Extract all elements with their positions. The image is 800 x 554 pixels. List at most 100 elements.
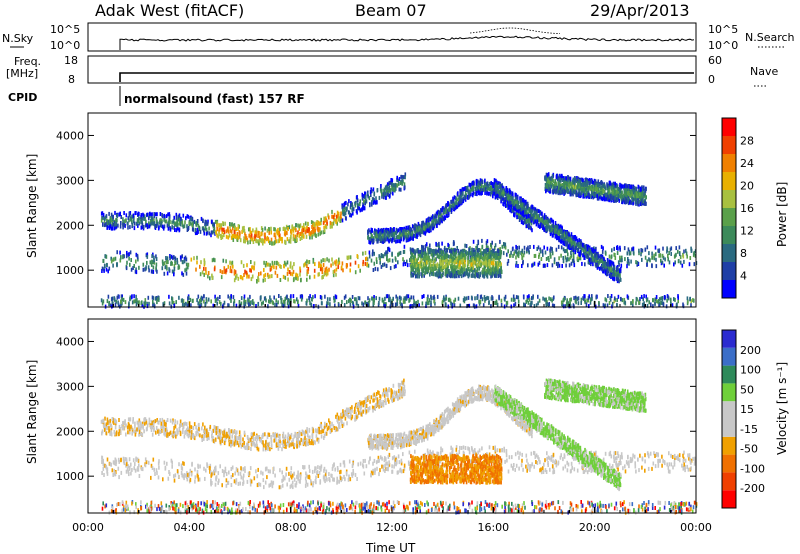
scatter-point — [516, 215, 518, 220]
scatter-point — [658, 248, 660, 253]
scatter-point — [615, 267, 618, 272]
scatter-point — [127, 221, 129, 226]
scatter-point — [632, 250, 635, 255]
scatter-point — [177, 214, 180, 219]
scatter-point — [659, 253, 661, 258]
scatter-point — [312, 222, 315, 227]
scatter-point — [500, 199, 502, 204]
scatter-point — [679, 255, 682, 260]
scatter-point — [329, 220, 332, 225]
scatter-point — [266, 262, 269, 267]
scatter-point — [370, 227, 373, 232]
scatter-point — [429, 227, 432, 232]
scatter-point — [576, 247, 579, 252]
scatter-point — [430, 224, 433, 229]
scatter-point — [246, 263, 248, 268]
scatter-point — [195, 221, 198, 226]
scatter-point — [491, 270, 493, 275]
scatter-point — [351, 208, 353, 213]
scatter-point — [601, 249, 604, 254]
scatter-point — [474, 256, 476, 261]
scatter-point — [510, 204, 513, 209]
scatter-point — [104, 217, 106, 221]
scatter-point — [288, 270, 291, 275]
scatter-point — [430, 248, 432, 253]
scatter-point — [478, 266, 480, 271]
scatter-point — [388, 185, 391, 190]
scatter-point — [126, 260, 128, 265]
scatter-point — [503, 188, 506, 193]
scatter-point — [111, 226, 114, 231]
scatter-point — [506, 189, 509, 194]
scatter-point — [115, 224, 118, 229]
scatter-point — [432, 226, 435, 231]
scatter-point — [359, 268, 361, 273]
scatter-point — [403, 234, 405, 239]
scatter-point — [414, 253, 416, 258]
scatter-point — [509, 253, 512, 258]
scatter-point — [456, 246, 458, 250]
scatter-point — [284, 232, 287, 237]
scatter-point — [459, 257, 461, 262]
scatter-point — [425, 267, 428, 272]
scatter-point — [539, 224, 541, 229]
scatter-point — [204, 225, 207, 230]
scatter-point — [335, 214, 338, 219]
scatter-point — [427, 267, 429, 271]
scatter-point — [201, 226, 204, 231]
scatter-point — [430, 252, 433, 257]
scatter-point — [479, 252, 481, 257]
scatter-point — [177, 226, 179, 231]
scatter-point — [216, 221, 218, 226]
scatter-point — [496, 193, 499, 198]
scatter-point — [435, 211, 438, 216]
scatter-point — [534, 207, 537, 212]
scatter-point — [476, 262, 479, 267]
scatter-point — [153, 221, 156, 226]
scatter-point — [435, 249, 437, 254]
scatter-point — [233, 278, 236, 283]
scatter-point — [249, 236, 252, 241]
scatter-point — [588, 178, 591, 182]
scatter-point — [326, 257, 328, 262]
scatter-point — [463, 194, 466, 199]
scatter-point — [293, 262, 295, 267]
scatter-point — [102, 222, 104, 227]
scatter-point — [233, 234, 235, 238]
scatter-point — [209, 276, 211, 281]
scatter-point — [567, 252, 569, 257]
scatter-point — [129, 225, 131, 230]
scatter-point — [627, 257, 629, 261]
scatter-point — [286, 271, 289, 276]
scatter-point — [472, 273, 474, 278]
scatter-point — [389, 188, 392, 193]
scatter-point — [484, 264, 486, 269]
scatter-point — [522, 261, 524, 266]
scatter-point — [490, 190, 492, 195]
scatter-point — [129, 211, 132, 215]
scatter-point — [615, 276, 618, 281]
scatter-point — [169, 220, 171, 224]
scatter-point — [429, 217, 432, 222]
scatter-point — [498, 257, 500, 262]
scatter-point — [597, 255, 599, 260]
scatter-point — [424, 227, 426, 232]
scatter-point — [232, 226, 234, 231]
scatter-point — [203, 260, 206, 265]
scatter-point — [398, 238, 400, 243]
scatter-point — [477, 271, 480, 276]
scatter-point — [541, 211, 543, 216]
scatter-point — [146, 223, 148, 228]
scatter-point — [484, 249, 487, 254]
scatter-point — [626, 251, 629, 256]
scatter-point — [323, 216, 325, 221]
scatter-point — [513, 199, 516, 204]
scatter-point — [135, 259, 137, 264]
scatter-point — [356, 195, 358, 199]
scatter-point — [500, 188, 502, 193]
scatter-point — [476, 244, 479, 248]
scatter-point — [572, 178, 574, 183]
scatter-point — [168, 212, 171, 217]
scatter-point — [462, 199, 465, 204]
scatter-point — [494, 243, 497, 248]
